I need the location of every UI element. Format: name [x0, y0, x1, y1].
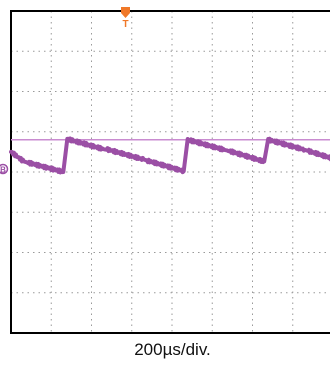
channel-trace	[9, 136, 330, 175]
trigger-arrow-icon	[121, 13, 130, 18]
screen-frame	[10, 10, 330, 334]
channel-marker: B	[0, 163, 9, 175]
trigger-label: T	[122, 19, 128, 30]
timebase-label: 200µs/div.	[134, 340, 211, 359]
channel-label: B	[0, 166, 6, 175]
trigger-marker: T	[121, 7, 130, 30]
